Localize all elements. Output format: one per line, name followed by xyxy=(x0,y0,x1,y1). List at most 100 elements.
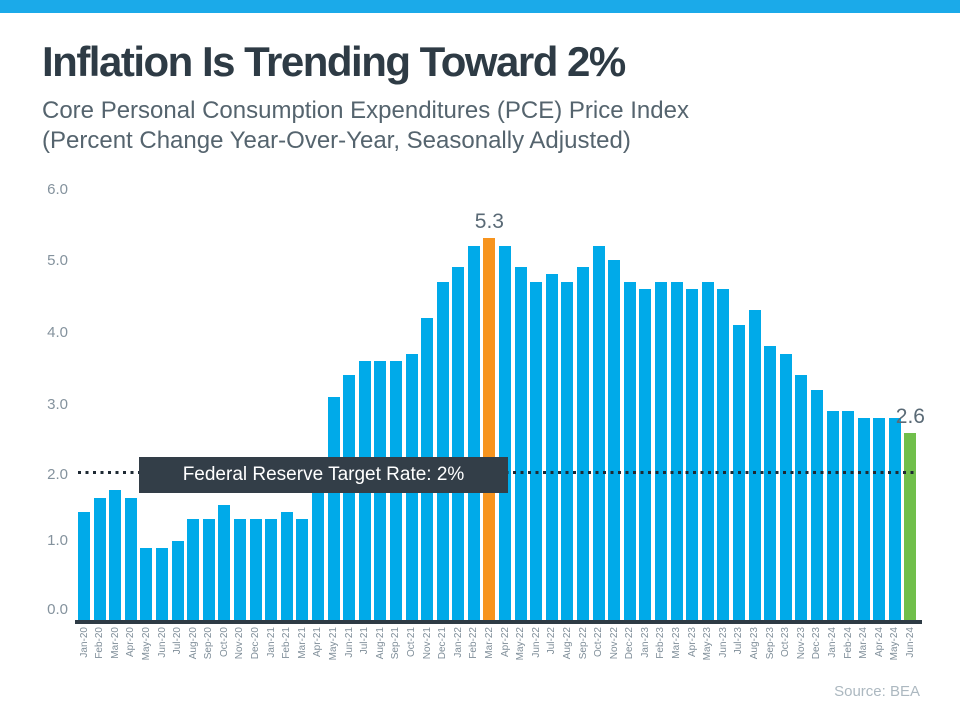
x-tick-May-23: May-23 xyxy=(702,627,714,661)
x-tick-Sep-22: Sep-22 xyxy=(577,627,589,660)
value-label-Jun-24: 2.6 xyxy=(895,404,925,428)
y-tick-1.0: 1.0 xyxy=(47,532,68,549)
bar-Jun-22 xyxy=(530,281,543,620)
bar-Aug-20 xyxy=(187,519,200,620)
bar-Apr-21 xyxy=(311,476,324,620)
bar-Oct-23 xyxy=(779,353,792,620)
target-rate-label-text: Federal Reserve Target Rate: 2% xyxy=(182,464,465,485)
bar-Feb-23 xyxy=(654,281,667,620)
bar-Jan-24 xyxy=(826,411,839,620)
x-tick-Nov-21: Nov-21 xyxy=(421,627,433,660)
x-tick-Feb-21: Feb-21 xyxy=(281,627,293,659)
x-tick-Dec-23: Dec-23 xyxy=(811,627,823,660)
bar-Dec-22 xyxy=(623,281,636,620)
x-tick-Oct-22: Oct-22 xyxy=(593,627,605,658)
x-tick-Dec-21: Dec-21 xyxy=(437,627,449,660)
y-tick-3.0: 3.0 xyxy=(47,396,68,413)
bar-Sep-20 xyxy=(202,519,215,620)
x-tick-Jul-20: Jul-20 xyxy=(172,627,184,655)
x-tick-Sep-23: Sep-23 xyxy=(764,627,776,660)
bar-Dec-23 xyxy=(810,389,823,620)
bar-May-22 xyxy=(514,267,527,620)
bar-Jan-21 xyxy=(265,519,278,620)
x-tick-Jun-22: Jun-22 xyxy=(530,627,542,658)
subtitle-line-2: (Percent Change Year-Over-Year, Seasonal… xyxy=(42,127,631,154)
x-tick-Apr-21: Apr-21 xyxy=(312,627,324,658)
x-tick-Jan-22: Jan-22 xyxy=(452,627,464,658)
bar-Nov-22 xyxy=(608,260,621,620)
bar-Apr-22 xyxy=(499,245,511,620)
x-tick-Mar-23: Mar-23 xyxy=(671,627,682,659)
x-tick-Aug-23: Aug-23 xyxy=(749,627,760,660)
x-tick-Sep-21: Sep-21 xyxy=(390,627,402,660)
bar-Sep-23 xyxy=(764,346,777,620)
x-tick-Feb-20: Feb-20 xyxy=(94,627,106,659)
x-tick-Jan-21: Jan-21 xyxy=(265,627,277,658)
x-tick-May-22: May-22 xyxy=(515,627,527,661)
bar-Aug-22 xyxy=(561,281,574,620)
bar-Mar-21 xyxy=(296,519,309,620)
bar-Jan-22 xyxy=(452,267,465,620)
y-tick-6.0: 6.0 xyxy=(47,181,68,198)
x-tick-Apr-20: Apr-20 xyxy=(125,627,137,658)
x-tick-Feb-22: Feb-22 xyxy=(468,627,480,659)
x-tick-Aug-22: Aug-22 xyxy=(561,627,573,660)
source-note: Source: BEA xyxy=(834,683,920,700)
x-tick-Jan-23: Jan-23 xyxy=(639,627,651,658)
y-tick-4.0: 4.0 xyxy=(47,324,68,341)
subtitle-line-1: Core Personal Consumption Expenditures (… xyxy=(42,97,689,124)
bar-Mar-22 xyxy=(483,238,496,620)
page-title: Inflation Is Trending Toward 2% xyxy=(42,38,626,85)
x-tick-Jul-22: Jul-22 xyxy=(546,627,558,655)
x-tick-Mar-21: Mar-21 xyxy=(296,627,308,659)
x-tick-Feb-23: Feb-23 xyxy=(655,627,667,659)
y-tick-5.0: 5.0 xyxy=(47,252,68,269)
bar-Oct-20 xyxy=(218,504,231,620)
x-tick-Apr-23: Apr-23 xyxy=(686,627,698,658)
bar-Mar-24 xyxy=(857,418,870,620)
y-tick-2.0: 2.0 xyxy=(47,466,68,483)
x-tick-Aug-20: Aug-20 xyxy=(187,627,199,660)
x-tick-Apr-22: Apr-22 xyxy=(499,627,511,658)
x-tick-May-24: May-24 xyxy=(889,627,901,661)
target-rate-label: Federal Reserve Target Rate: 2% xyxy=(139,457,508,493)
bar-Nov-23 xyxy=(795,375,808,620)
value-label-Mar-22: 5.3 xyxy=(474,210,504,234)
bar-Feb-22 xyxy=(467,245,480,620)
bar-Mar-20 xyxy=(109,490,122,620)
x-tick-Jan-24: Jan-24 xyxy=(827,627,838,658)
bar-Dec-21 xyxy=(436,281,449,620)
bar-Feb-21 xyxy=(280,512,293,620)
bar-Jun-21 xyxy=(343,375,356,620)
x-tick-Jul-21: Jul-21 xyxy=(359,627,371,655)
x-tick-May-20: May-20 xyxy=(140,627,152,661)
x-tick-Oct-20: Oct-20 xyxy=(218,627,230,658)
x-tick-Jan-20: Jan-20 xyxy=(78,627,90,658)
x-tick-Aug-21: Aug-21 xyxy=(374,627,386,660)
bar-May-21 xyxy=(327,396,340,620)
x-tick-Sep-20: Sep-20 xyxy=(203,627,215,660)
bar-Jun-20 xyxy=(156,548,168,620)
bar-Jan-23 xyxy=(639,288,652,620)
bar-Jul-20 xyxy=(171,540,184,620)
bar-Jun-23 xyxy=(717,288,730,620)
x-tick-Dec-20: Dec-20 xyxy=(250,627,261,660)
bar-Jan-20 xyxy=(78,512,90,620)
bar-May-20 xyxy=(140,548,153,620)
x-tick-Dec-22: Dec-22 xyxy=(624,627,636,660)
bar-May-24 xyxy=(888,418,901,620)
bar-Apr-23 xyxy=(686,288,699,620)
bar-Jul-22 xyxy=(545,274,558,620)
bar-Feb-24 xyxy=(842,411,855,620)
x-tick-Mar-20: Mar-20 xyxy=(109,627,121,659)
bar-Apr-24 xyxy=(873,418,886,620)
bar-May-23 xyxy=(701,281,714,620)
x-tick-May-21: May-21 xyxy=(328,627,339,661)
bar-Nov-20 xyxy=(233,519,246,620)
x-tick-Jun-23: Jun-23 xyxy=(717,627,729,658)
x-tick-Nov-23: Nov-23 xyxy=(795,627,807,660)
top-accent-bar xyxy=(0,0,960,13)
x-tick-Oct-23: Oct-23 xyxy=(780,627,792,658)
x-tick-Feb-24: Feb-24 xyxy=(842,627,854,659)
x-axis-baseline xyxy=(75,620,922,624)
